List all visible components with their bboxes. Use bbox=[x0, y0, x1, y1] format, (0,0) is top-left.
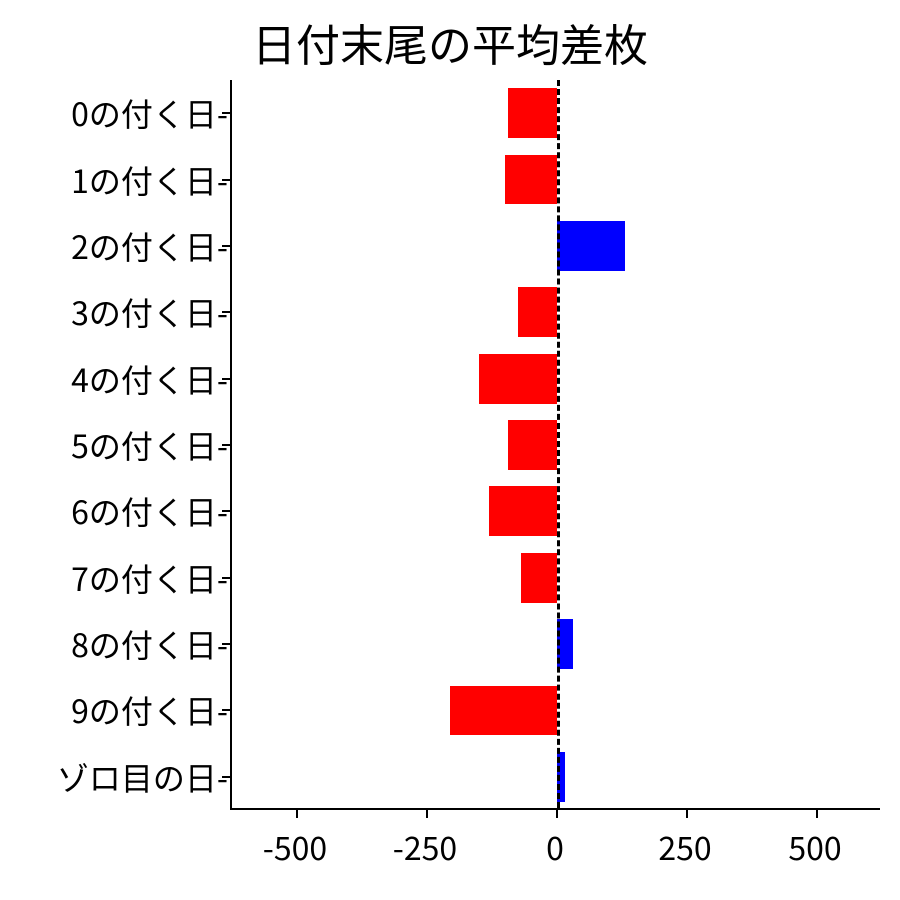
y-tick-label: 1の付く日- bbox=[71, 157, 228, 203]
y-tick-label: 4の付く日- bbox=[71, 356, 228, 402]
y-tick-label: 2の付く日- bbox=[71, 223, 228, 269]
y-tick-label: 9の付く日- bbox=[71, 687, 228, 733]
x-tick-label: 0 bbox=[546, 824, 564, 870]
bar bbox=[518, 287, 557, 337]
chart-container: 日付末尾の平均差枚 0の付く日- 1の付く日- 2の付く日- 3の付く日- 4の付く日-… bbox=[0, 0, 900, 900]
x-tick-label: -500 bbox=[263, 824, 327, 870]
x-tick-mark bbox=[816, 808, 818, 818]
x-tick-label: -250 bbox=[393, 824, 457, 870]
x-tick-mark bbox=[556, 808, 558, 818]
zero-line bbox=[557, 80, 560, 808]
plot-area bbox=[230, 80, 880, 810]
x-tick-mark bbox=[426, 808, 428, 818]
y-tick-label: 0の付く日- bbox=[71, 90, 228, 136]
bar bbox=[489, 486, 557, 536]
bar bbox=[479, 354, 557, 404]
y-tick-label: 8の付く日- bbox=[71, 621, 228, 667]
bar bbox=[508, 420, 557, 470]
y-tick-label: 6の付く日- bbox=[71, 488, 228, 534]
y-tick-label: 7の付く日- bbox=[71, 555, 228, 601]
bar bbox=[450, 686, 557, 736]
y-tick-label: ゾロ目の日- bbox=[57, 754, 228, 800]
x-tick-mark bbox=[686, 808, 688, 818]
bar bbox=[521, 553, 557, 603]
bar bbox=[508, 88, 557, 138]
x-tick-label: 500 bbox=[788, 824, 841, 870]
y-tick-label: 5の付く日- bbox=[71, 422, 228, 468]
bar bbox=[557, 221, 625, 271]
y-tick-label: 3の付く日- bbox=[71, 289, 228, 335]
chart-title: 日付末尾の平均差枚 bbox=[0, 10, 900, 74]
x-tick-mark bbox=[296, 808, 298, 818]
x-tick-label: 250 bbox=[658, 824, 711, 870]
bar bbox=[505, 155, 557, 205]
